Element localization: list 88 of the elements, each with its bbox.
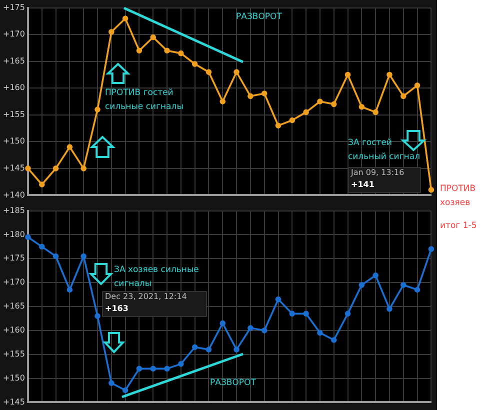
annotation: +163 [104, 303, 130, 315]
point [80, 253, 87, 260]
point [25, 166, 31, 172]
y-tick-label: +185 [3, 206, 25, 215]
y-tick-label: +145 [3, 164, 25, 173]
point [330, 101, 337, 108]
point [344, 310, 351, 317]
point [317, 330, 323, 336]
annotation: ПРОТИВ гостей сильные сигналы [105, 87, 184, 114]
point [303, 310, 309, 317]
y-tick-label: +140 [3, 190, 25, 200]
point [428, 186, 434, 193]
point [39, 244, 45, 250]
point [372, 109, 378, 116]
y-tick-label: +150 [3, 373, 25, 382]
annotation: +141 [350, 179, 376, 191]
y-tick-label: +160 [3, 83, 25, 92]
y-tick-label: +170 [3, 30, 25, 39]
annotation: Dec 23, 2021, 12:14 [104, 291, 188, 303]
point [344, 72, 351, 78]
point [220, 320, 226, 326]
point [428, 246, 434, 252]
point [122, 16, 128, 22]
point [80, 166, 87, 172]
y-tick-label: +150 [3, 136, 25, 146]
y-tick-label: +165 [3, 56, 25, 66]
point [414, 286, 420, 293]
y-tick-label: +170 [3, 278, 25, 287]
point [164, 48, 170, 54]
point [66, 286, 73, 293]
annotation: РАЗВОРОТ [210, 377, 257, 390]
point [289, 310, 296, 317]
point [303, 109, 309, 116]
annotation: ЗА хозяев сильные сигналы [114, 264, 200, 291]
y-tick-label: +160 [3, 326, 25, 335]
y-tick-label: +175 [3, 2, 25, 12]
point [108, 380, 114, 386]
point [400, 93, 406, 100]
annotation: ЗА гостей сильный сигнал [348, 137, 421, 164]
annotation: РАЗВОРОТ [236, 11, 283, 24]
point [150, 34, 156, 40]
y-tick-label: +145 [3, 397, 25, 406]
point [178, 50, 184, 56]
point [52, 253, 59, 260]
point [122, 387, 128, 394]
point [94, 106, 100, 112]
point [275, 296, 282, 302]
point [358, 282, 365, 288]
point [220, 98, 226, 104]
point [206, 69, 212, 75]
point [372, 272, 378, 278]
point [386, 72, 392, 78]
point [386, 306, 392, 312]
point [234, 346, 240, 352]
point [94, 313, 100, 319]
point [108, 28, 114, 35]
point [289, 117, 296, 124]
point [164, 366, 170, 372]
point [414, 82, 420, 88]
point [261, 328, 268, 334]
point [317, 98, 323, 104]
y-tick-label: +175 [3, 254, 25, 263]
point [192, 61, 198, 67]
point [206, 346, 212, 352]
text: итог 1-5 [440, 220, 478, 233]
y-tick-label: +165 [3, 302, 25, 311]
y-tick-label: +180 [3, 230, 25, 239]
text: ПРОТИВ хозяев [440, 183, 477, 210]
point [400, 282, 406, 288]
point [192, 344, 198, 350]
point [275, 122, 282, 128]
point [248, 325, 254, 331]
point [136, 366, 142, 372]
point [66, 144, 73, 150]
point [52, 166, 59, 172]
point [358, 104, 365, 110]
point [150, 366, 156, 372]
annotation: Jan 09, 13:16 [350, 167, 406, 179]
point [330, 337, 337, 343]
point [178, 361, 184, 367]
point [136, 48, 142, 54]
point [39, 182, 45, 188]
point [248, 93, 254, 100]
y-tick-label: +155 [3, 110, 25, 119]
point [25, 234, 31, 240]
y-tick-label: +155 [3, 349, 25, 358]
point [234, 69, 240, 75]
point [261, 90, 268, 96]
